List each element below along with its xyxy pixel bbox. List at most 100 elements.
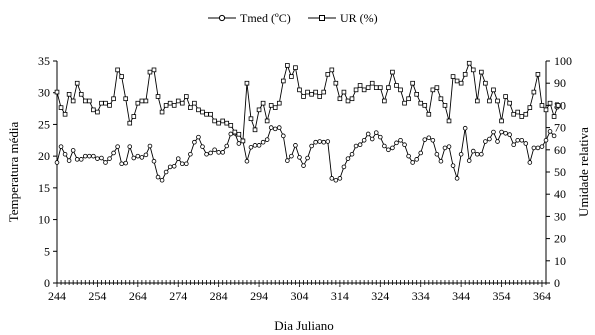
point-ur <box>163 103 169 108</box>
point-ur <box>135 100 141 106</box>
point-ur <box>179 100 185 106</box>
point-tmed <box>446 144 452 149</box>
point-tmed <box>192 139 197 145</box>
y-left-tick-label: 0 <box>44 276 50 290</box>
point-ur <box>66 92 72 97</box>
point-tmed <box>119 161 124 167</box>
point-ur <box>507 100 512 106</box>
point-tmed <box>220 150 225 155</box>
point-tmed <box>503 131 508 136</box>
point-tmed <box>479 151 484 157</box>
y-left-tick-label: 35 <box>38 54 50 68</box>
point-tmed <box>228 131 234 137</box>
point-tmed <box>115 144 120 149</box>
y-left-tick-label: 25 <box>38 117 50 131</box>
point-tmed <box>329 176 335 181</box>
point-ur <box>127 120 133 126</box>
point-tmed <box>208 150 213 156</box>
point-tmed <box>341 164 347 170</box>
point-ur <box>511 111 516 117</box>
point-tmed <box>507 132 512 137</box>
point-tmed <box>333 177 339 183</box>
point-ur <box>458 80 464 86</box>
point-ur <box>361 87 367 93</box>
y-right-tick-label: 50 <box>554 165 566 179</box>
point-tmed <box>474 151 480 157</box>
point-ur <box>418 100 424 106</box>
point-ur <box>325 72 331 77</box>
legend-item-tmed: Tmed (ºC) <box>208 11 291 25</box>
point-tmed <box>531 145 537 151</box>
point-ur <box>462 72 468 77</box>
point-tmed <box>382 143 387 149</box>
point-tmed <box>470 148 476 154</box>
point-tmed <box>127 144 133 149</box>
legend-label-ur: UR (%) <box>340 11 378 25</box>
point-tmed <box>378 134 383 140</box>
point-tmed <box>252 143 258 148</box>
point-tmed <box>539 144 545 149</box>
x-tick-label: 264 <box>129 289 147 303</box>
point-tmed <box>511 142 516 148</box>
point-tmed <box>289 153 294 159</box>
point-tmed <box>78 157 84 162</box>
x-tick-label: 334 <box>412 289 430 303</box>
point-ur <box>523 111 529 117</box>
point-ur <box>426 111 432 117</box>
point-ur <box>204 111 209 117</box>
legend-item-ur: UR (%) <box>308 11 378 25</box>
point-tmed <box>248 144 254 150</box>
point-tmed <box>337 176 343 181</box>
point-tmed <box>244 158 250 164</box>
point-ur <box>95 109 100 115</box>
point-tmed <box>184 161 189 167</box>
point-tmed <box>361 137 367 143</box>
point-ur <box>297 87 302 93</box>
point-tmed <box>70 148 76 153</box>
point-tmed <box>123 160 129 166</box>
point-tmed <box>373 130 379 135</box>
point-tmed <box>515 137 521 143</box>
point-ur <box>240 138 246 144</box>
point-ur <box>293 65 298 70</box>
point-ur <box>369 80 375 86</box>
point-tmed <box>466 158 472 163</box>
point-ur <box>244 80 250 86</box>
point-ur <box>192 100 197 106</box>
legend: Tmed (ºC) UR (%) <box>208 11 378 25</box>
point-ur <box>171 103 177 108</box>
point-ur <box>470 67 476 73</box>
point-tmed <box>402 142 407 148</box>
point-tmed <box>212 147 217 153</box>
point-ur <box>503 94 508 99</box>
point-tmed <box>519 137 525 143</box>
point-tmed <box>95 156 100 161</box>
point-ur <box>115 67 120 73</box>
point-ur <box>474 98 480 104</box>
point-tmed <box>285 158 290 163</box>
point-ur <box>256 107 262 113</box>
point-ur <box>438 96 444 102</box>
point-ur <box>131 114 137 119</box>
y-right-tick-label: 0 <box>554 276 560 290</box>
point-tmed <box>450 163 456 168</box>
y-right-tick-label: 20 <box>554 232 566 246</box>
point-tmed <box>483 139 488 144</box>
y-right-tick-label: 30 <box>554 209 566 223</box>
point-ur <box>402 100 407 106</box>
point-ur <box>491 87 496 93</box>
y-left-tick-label: 10 <box>38 213 50 227</box>
point-ur <box>119 74 124 79</box>
point-tmed <box>499 129 504 135</box>
point-ur <box>547 100 553 106</box>
point-tmed <box>495 139 500 144</box>
point-ur <box>487 98 492 104</box>
point-ur <box>224 120 230 126</box>
point-ur <box>454 78 460 84</box>
point-ur <box>305 89 310 95</box>
x-tick-label: 274 <box>169 289 187 303</box>
point-ur <box>531 89 537 95</box>
point-ur <box>74 80 80 86</box>
y-right-tick-label: 70 <box>554 121 566 135</box>
